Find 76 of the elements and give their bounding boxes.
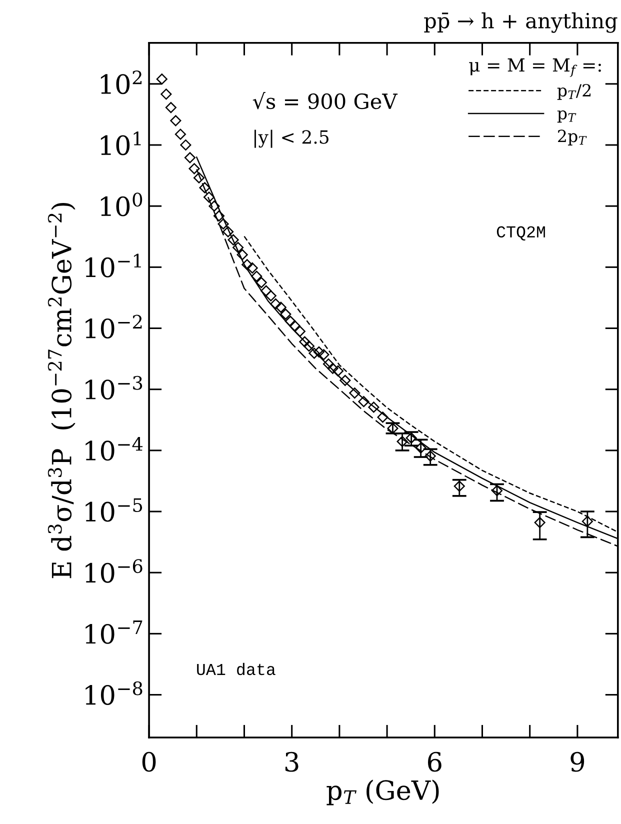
point xyxy=(308,348,320,359)
annotation: √s = 900 GeV xyxy=(252,92,398,110)
point xyxy=(491,485,503,496)
annotation: |y| < 2.5 xyxy=(254,130,328,148)
point xyxy=(213,210,225,222)
point xyxy=(218,218,229,230)
point xyxy=(275,302,286,313)
text: E d$^{3}$σ/d$^{3}$P (10$^{−27}$cm$^{2}$GeV$^{−2}$) xyxy=(48,203,76,578)
point xyxy=(160,88,172,100)
point xyxy=(188,163,200,174)
y-tick-label: 10$^{−6}$ xyxy=(86,559,142,583)
point xyxy=(260,285,272,296)
point xyxy=(415,442,426,454)
point xyxy=(294,326,306,337)
point xyxy=(174,128,186,140)
point xyxy=(368,402,380,413)
annotation: CTQ2M xyxy=(496,226,545,240)
point xyxy=(193,172,205,184)
y-tick-label: 10$^{−7}$ xyxy=(86,620,142,644)
point xyxy=(156,74,168,85)
point xyxy=(322,358,334,370)
point xyxy=(454,480,465,492)
point xyxy=(228,234,239,246)
point xyxy=(280,308,292,320)
point xyxy=(358,396,370,408)
point xyxy=(332,365,344,376)
chart-title: pp̄ → h + anything xyxy=(424,12,618,33)
point xyxy=(184,152,196,164)
x-tick-label: 6 xyxy=(428,752,442,772)
point xyxy=(313,346,325,358)
annotation: UA1 data xyxy=(197,662,276,676)
x-tick-label: 3 xyxy=(285,752,298,772)
point xyxy=(582,516,593,527)
x-tick-label: 0 xyxy=(142,752,156,772)
legend-label: 2p$_{T}$ xyxy=(558,130,587,146)
y-tick-label: 10$^{−3}$ xyxy=(86,376,142,400)
x-tick-label: 9 xyxy=(570,752,584,772)
point xyxy=(424,450,436,462)
point xyxy=(289,320,300,332)
point xyxy=(251,270,262,282)
point xyxy=(303,340,315,352)
point xyxy=(377,412,388,423)
y-tick-label: 10$^{−1}$ xyxy=(86,254,141,278)
point xyxy=(242,259,253,270)
point xyxy=(270,298,282,310)
y-tick-label: 10$^{0}$ xyxy=(100,192,142,216)
y-tick-label: 10$^{−2}$ xyxy=(86,314,142,338)
point xyxy=(327,362,338,374)
point xyxy=(284,316,296,327)
point xyxy=(299,336,310,348)
y-tick-label: 10$^{−4}$ xyxy=(86,436,143,461)
point xyxy=(208,200,220,212)
y-tick-label: 10$^{−5}$ xyxy=(86,498,142,522)
y-tick-label: 10$^{2}$ xyxy=(100,70,142,94)
point xyxy=(340,374,351,386)
legend-label: p$_{T}$ xyxy=(557,110,576,123)
x-axis-title: p$_{T}$ (GeV) xyxy=(326,780,439,806)
legend-title: μ = M = M$_{f}$ =: xyxy=(469,58,601,77)
point xyxy=(222,226,234,238)
point xyxy=(534,517,546,528)
point xyxy=(203,192,215,203)
point xyxy=(180,139,192,151)
point xyxy=(199,182,210,194)
point xyxy=(349,388,360,399)
legend-label: p$_{T}$/2 xyxy=(557,84,591,100)
point xyxy=(265,290,276,302)
point xyxy=(232,242,244,254)
point xyxy=(318,349,330,360)
y-tick-label: 10$^{1}$ xyxy=(100,132,141,156)
point xyxy=(170,115,182,126)
point xyxy=(165,102,176,114)
point xyxy=(256,277,267,288)
point xyxy=(236,249,248,260)
y-tick-label: 10$^{−8}$ xyxy=(86,681,142,705)
point xyxy=(246,262,258,274)
point xyxy=(396,436,408,448)
